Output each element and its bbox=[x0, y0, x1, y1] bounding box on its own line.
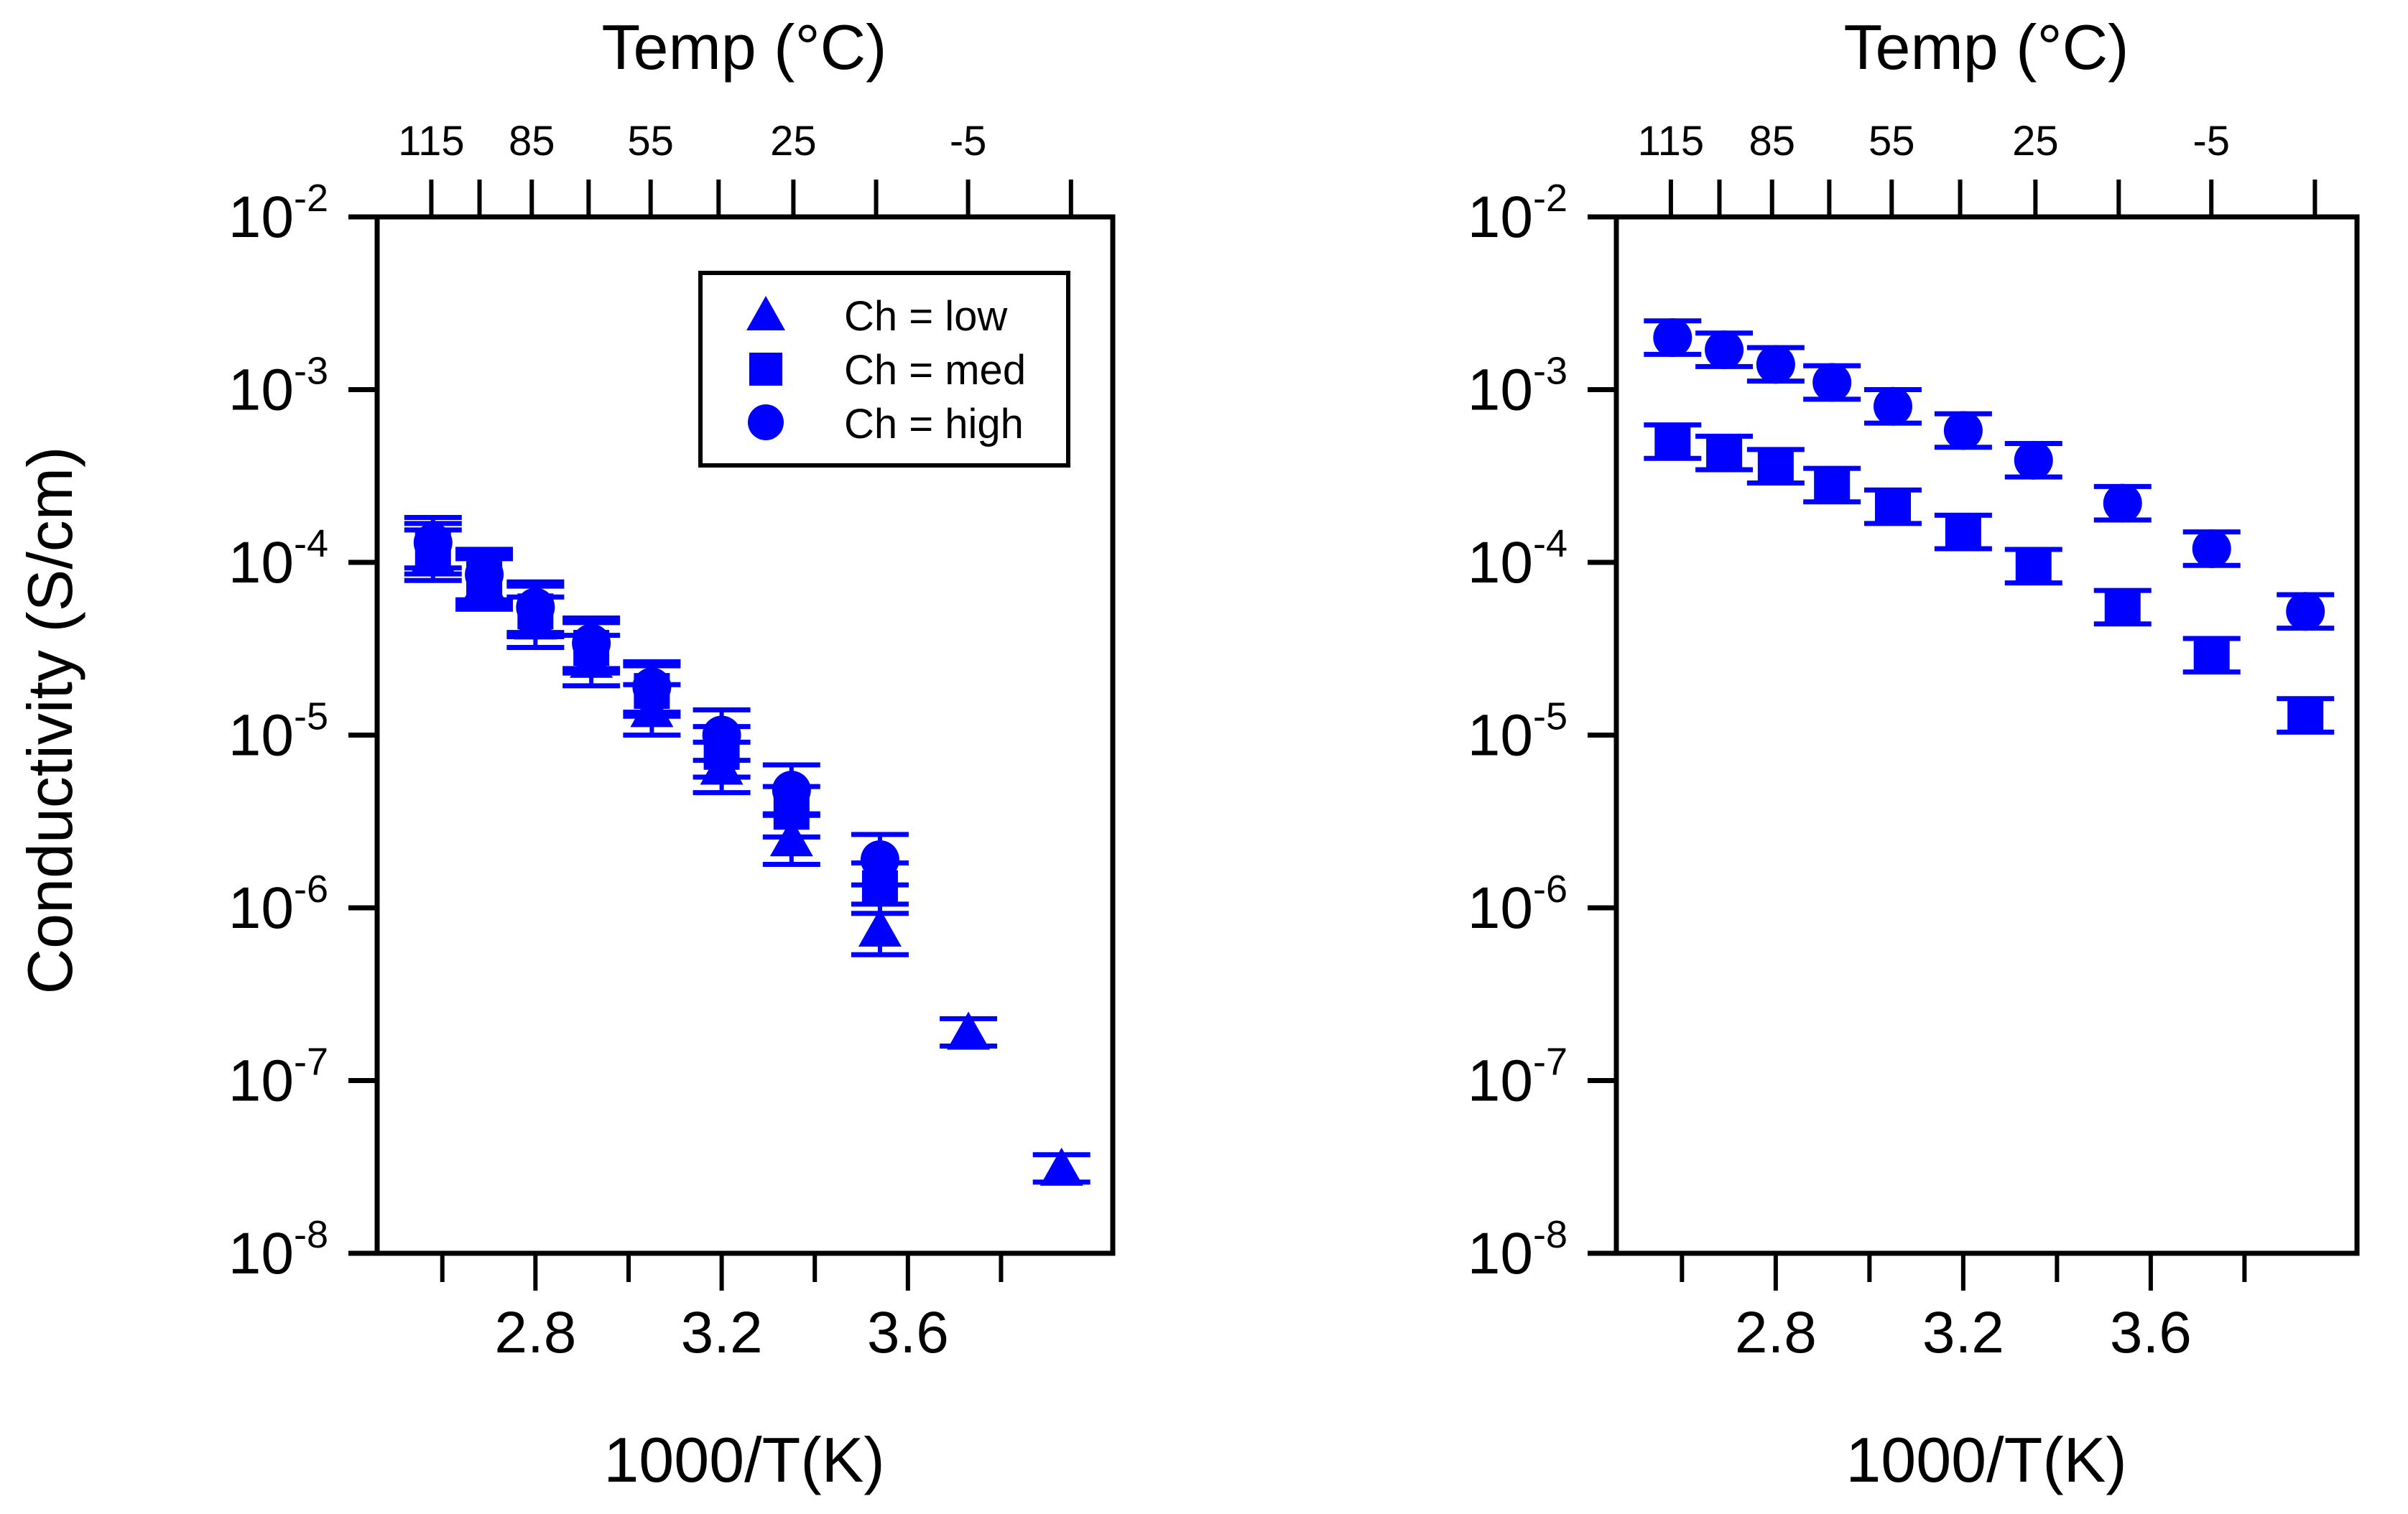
y-tick-label: 10-4 bbox=[1468, 522, 1567, 595]
panel-left: Temp (°C) 1000/T(K) 10-8 10-7 10-6 10-5 10-4… bbox=[228, 11, 1116, 1495]
temp-axis-title: Temp (°C) bbox=[602, 11, 887, 83]
data-point-triangle bbox=[1039, 1147, 1083, 1186]
data-point-circle bbox=[2286, 592, 2325, 631]
temp-tick-label: 85 bbox=[509, 118, 555, 164]
marker-layer bbox=[404, 514, 1090, 1186]
marker-layer bbox=[1644, 318, 2335, 735]
y-tick-label: 10-6 bbox=[228, 868, 328, 941]
panel-right: Temp (°C) 1000/T(K) 10-8 10-7 10-6 10-5 10-4… bbox=[1468, 11, 2360, 1495]
temp-tick-label: -5 bbox=[950, 118, 987, 164]
data-point-square bbox=[2193, 637, 2230, 674]
x-tick-label: 3.6 bbox=[867, 1300, 949, 1365]
data-point-circle bbox=[632, 667, 672, 707]
temp-tick-label: -5 bbox=[2192, 118, 2230, 164]
temp-tick-label: 55 bbox=[1868, 118, 1915, 164]
data-point-circle bbox=[2014, 440, 2053, 480]
y-tick-label: 10-4 bbox=[228, 522, 328, 595]
y-tick-label: 10-2 bbox=[1468, 177, 1567, 250]
x-tick-label: 3.2 bbox=[681, 1300, 763, 1365]
y-tick-label: 10-2 bbox=[228, 177, 328, 250]
data-point-circle bbox=[2192, 529, 2231, 568]
y-tick-label: 10-5 bbox=[1468, 695, 1567, 768]
y-tick-label: 10-5 bbox=[228, 695, 328, 768]
temp-tick-label: 25 bbox=[2012, 118, 2059, 164]
y-tick-label: 10-6 bbox=[1468, 868, 1567, 941]
legend-label-high: Ch = high bbox=[844, 401, 1024, 447]
data-point-circle bbox=[572, 623, 611, 663]
y-tick-label: 10-7 bbox=[1468, 1041, 1567, 1114]
temp-tick-label: 25 bbox=[770, 118, 817, 164]
data-point-circle bbox=[1653, 318, 1692, 358]
legend-triangle-icon bbox=[746, 296, 785, 330]
y-axis-label: Conductivity (S/cm) bbox=[14, 447, 85, 995]
y-tick-label: 10-7 bbox=[228, 1041, 328, 1114]
x-tick-label: 3.6 bbox=[2110, 1300, 2192, 1365]
tick-layer: 10-8 10-7 10-6 10-5 10-4 10-3 10-2 2.8 3.2 3.6 115… bbox=[1468, 118, 2317, 1365]
x-tick-label: 2.8 bbox=[494, 1300, 576, 1365]
legend-circle-icon bbox=[748, 404, 784, 440]
x-axis-title: 1000/T(K) bbox=[1846, 1424, 2126, 1495]
temp-tick-label: 115 bbox=[398, 118, 464, 164]
temp-tick-label: 55 bbox=[627, 118, 674, 164]
data-point-square bbox=[2015, 548, 2052, 585]
data-point-triangle bbox=[947, 1011, 991, 1050]
legend-square-icon bbox=[749, 353, 782, 386]
data-point-circle bbox=[2103, 483, 2142, 523]
data-point-circle bbox=[860, 840, 899, 879]
data-point-square bbox=[1874, 488, 1911, 525]
data-point-circle bbox=[1705, 330, 1744, 370]
data-point-square bbox=[2104, 589, 2141, 626]
data-point-circle bbox=[1812, 363, 1852, 402]
data-point-square bbox=[1814, 467, 1851, 503]
plot-frame bbox=[1613, 214, 2360, 1256]
legend-label-med: Ch = med bbox=[844, 347, 1026, 394]
data-point-square bbox=[1654, 423, 1691, 460]
x-tick-label: 2.8 bbox=[1735, 1300, 1817, 1365]
data-point-triangle bbox=[858, 909, 902, 947]
y-tick-label: 10-3 bbox=[228, 350, 328, 423]
data-point-circle bbox=[465, 554, 504, 594]
y-tick-label: 10-8 bbox=[228, 1213, 328, 1286]
y-tick-label: 10-8 bbox=[1468, 1213, 1567, 1286]
data-point-square bbox=[1757, 448, 1794, 485]
data-point-square bbox=[2287, 697, 2324, 734]
data-point-circle bbox=[413, 523, 453, 562]
data-point-circle bbox=[516, 588, 555, 627]
x-axis-title: 1000/T(K) bbox=[603, 1424, 884, 1495]
data-point-circle bbox=[702, 715, 741, 755]
data-point-circle bbox=[1943, 411, 1983, 450]
data-point-circle bbox=[1873, 386, 1912, 426]
data-point-circle bbox=[772, 771, 811, 810]
data-point-square bbox=[1706, 435, 1743, 471]
temp-tick-label: 115 bbox=[1638, 118, 1704, 164]
y-tick-label: 10-3 bbox=[1468, 350, 1567, 423]
data-point-square bbox=[1945, 514, 1981, 550]
x-tick-label: 3.2 bbox=[1922, 1300, 2004, 1365]
legend: Ch = low Ch = med Ch = high bbox=[698, 271, 1070, 468]
legend-label-low: Ch = low bbox=[844, 293, 1008, 340]
temp-tick-label: 85 bbox=[1749, 118, 1795, 164]
temp-axis-title: Temp (°C) bbox=[1844, 11, 2129, 83]
data-point-circle bbox=[1756, 345, 1795, 384]
